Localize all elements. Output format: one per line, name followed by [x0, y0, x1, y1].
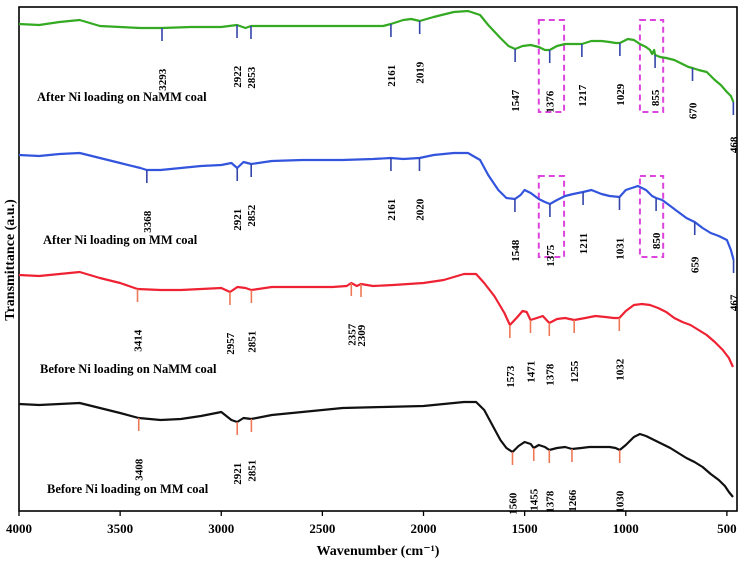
peak-label: 1548 — [510, 239, 522, 261]
peak-markers: 3293 2922 2853 2161 2019 1547 1376 1217 1029 855 6… — [133, 21, 741, 515]
peak-label: 2921 — [232, 209, 244, 231]
peak-label: 2019 — [415, 61, 427, 84]
peak-label: 1573 — [505, 365, 517, 388]
peak-label: 1266 — [567, 489, 579, 512]
series-line-2 — [18, 270, 735, 368]
peak-label: 1211 — [578, 233, 590, 254]
peak-label: 2851 — [246, 331, 258, 353]
peak-label: 467 — [729, 294, 741, 311]
peak-label: 2357 — [346, 323, 358, 346]
highlight-box — [537, 175, 566, 258]
peak-label: 1255 — [569, 360, 581, 383]
peak-label: 2922 — [232, 65, 244, 88]
x-tick-label: 1000 — [613, 521, 639, 536]
peak-label: 3293 — [157, 68, 169, 91]
x-tick-label: 2000 — [411, 521, 437, 536]
peak-label: 1032 — [614, 358, 626, 381]
peak-label: 1376 — [545, 90, 557, 113]
peak-label: 2852 — [246, 204, 258, 227]
peak-label: 2020 — [414, 198, 426, 221]
peak-label: 1471 — [525, 361, 537, 383]
peak-label: 3368 — [142, 210, 154, 233]
peak-label: 659 — [690, 256, 702, 273]
series-label-before-mm: Before Ni loading on MM coal — [47, 482, 209, 496]
x-tick-label: 1500 — [512, 521, 538, 536]
x-tick-label: 3500 — [107, 521, 133, 536]
series-label-before-namm: Before Ni loading on NaMM coal — [40, 362, 217, 376]
peak-label: 1560 — [507, 492, 519, 515]
series-line-3 — [18, 400, 734, 498]
peak-label: 1378 — [544, 490, 556, 513]
peak-label: 1375 — [545, 244, 557, 266]
peak-label: 468 — [728, 136, 740, 153]
peak-label: 1029 — [615, 83, 627, 106]
plot-frame — [18, 6, 738, 512]
peak-label: 855 — [650, 89, 662, 106]
peak-label: 1030 — [615, 490, 627, 513]
peak-label: 2921 — [232, 463, 244, 485]
series-labels: After Ni loading on NaMM coal After Ni l… — [37, 90, 217, 496]
series-line-1 — [18, 151, 735, 261]
peak-label: 1547 — [510, 89, 522, 112]
peak-label: 1455 — [529, 488, 541, 511]
x-tick-label: 500 — [717, 521, 737, 536]
x-tick-label: 4000 — [6, 521, 32, 536]
highlight-box — [638, 175, 665, 258]
peak-label: 1378 — [544, 363, 556, 386]
peak-label: 1031 — [614, 238, 626, 260]
series-layer — [18, 9, 735, 498]
peak-label: 2161 — [386, 199, 398, 221]
peak-label: 3414 — [133, 329, 145, 352]
series-label-after-namm: After Ni loading on NaMM coal — [37, 90, 207, 104]
highlight-box — [638, 19, 665, 113]
x-tick-label: 3000 — [208, 521, 234, 536]
peak-label: 2851 — [246, 460, 258, 482]
highlight-boxes — [537, 19, 665, 258]
peak-label: 2853 — [246, 66, 258, 89]
peak-label: 1217 — [577, 84, 589, 107]
series-label-after-mm: After Ni loading on MM coal — [43, 233, 198, 247]
x-axis-title: Wavenumber (cm⁻¹) — [317, 544, 440, 559]
x-axis: 4000 3500 3000 2500 2000 1500 1000 500 — [6, 511, 737, 536]
peak-label: 670 — [688, 102, 700, 119]
x-tick-label: 2500 — [309, 521, 335, 536]
series-line-0 — [18, 9, 735, 103]
peak-label: 2957 — [225, 332, 237, 355]
peak-label: 850 — [651, 232, 663, 249]
peak-label: 3408 — [134, 458, 146, 481]
peak-label: 2309 — [356, 324, 368, 347]
highlight-box — [537, 19, 566, 113]
peak-label: 2161 — [386, 65, 398, 87]
y-axis-title: Transmittance (a.u.) — [3, 199, 18, 321]
